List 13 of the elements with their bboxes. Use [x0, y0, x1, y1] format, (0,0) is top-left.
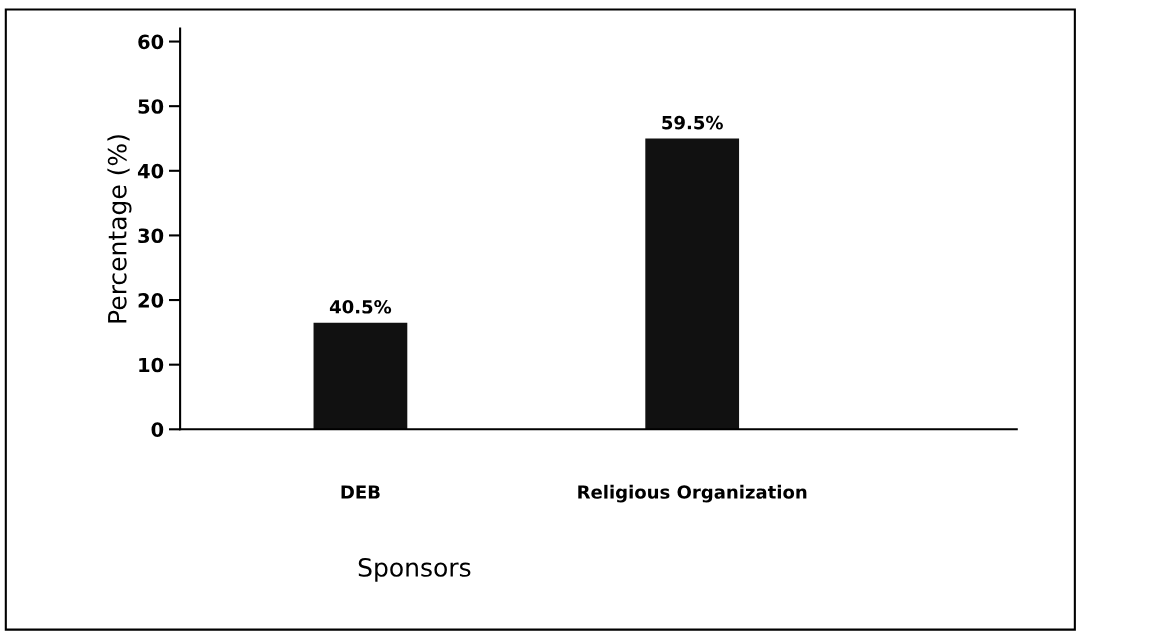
y-tick-label: 60	[138, 34, 164, 50]
annotation: 59.5%	[662, 115, 723, 130]
x-tick-label: DEB	[341, 485, 380, 499]
y-tick-label: 50	[138, 99, 164, 114]
y-tick-label: 10	[139, 357, 164, 373]
y-tick-label: 0	[151, 422, 164, 437]
y-tick-label: 20	[138, 293, 164, 308]
y-tick-label: 30	[138, 228, 164, 244]
annotation: 40.5%	[329, 299, 392, 314]
y-axis-title: Percentage (%)	[107, 135, 132, 323]
x-axis-title: Sponsors	[358, 557, 471, 582]
y-tick-label: 40	[137, 163, 164, 179]
x-tick-label: Religious Organization	[578, 484, 807, 503]
